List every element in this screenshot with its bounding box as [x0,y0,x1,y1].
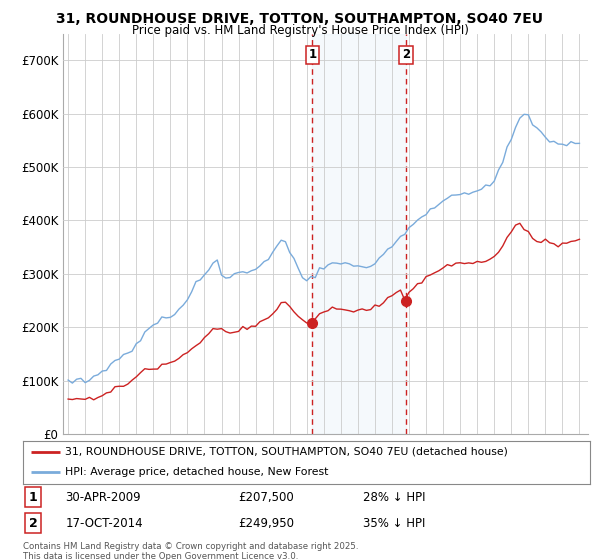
Bar [313,34,406,434]
Text: 2: 2 [29,517,37,530]
Text: 28% ↓ HPI: 28% ↓ HPI [363,491,425,504]
Text: 17-OCT-2014: 17-OCT-2014 [65,517,143,530]
Text: 35% ↓ HPI: 35% ↓ HPI [363,517,425,530]
Text: 1: 1 [29,491,37,504]
Text: 1: 1 [308,49,316,62]
Text: £249,950: £249,950 [238,517,294,530]
Text: 30-APR-2009: 30-APR-2009 [65,491,141,504]
Text: £207,500: £207,500 [238,491,294,504]
Text: 2: 2 [402,49,410,62]
Text: Price paid vs. HM Land Registry's House Price Index (HPI): Price paid vs. HM Land Registry's House … [131,24,469,36]
Text: Contains HM Land Registry data © Crown copyright and database right 2025.
This d: Contains HM Land Registry data © Crown c… [23,542,358,560]
Text: 31, ROUNDHOUSE DRIVE, TOTTON, SOUTHAMPTON, SO40 7EU (detached house): 31, ROUNDHOUSE DRIVE, TOTTON, SOUTHAMPTO… [65,447,508,456]
Text: HPI: Average price, detached house, New Forest: HPI: Average price, detached house, New … [65,467,329,477]
Text: 31, ROUNDHOUSE DRIVE, TOTTON, SOUTHAMPTON, SO40 7EU: 31, ROUNDHOUSE DRIVE, TOTTON, SOUTHAMPTO… [56,12,544,26]
